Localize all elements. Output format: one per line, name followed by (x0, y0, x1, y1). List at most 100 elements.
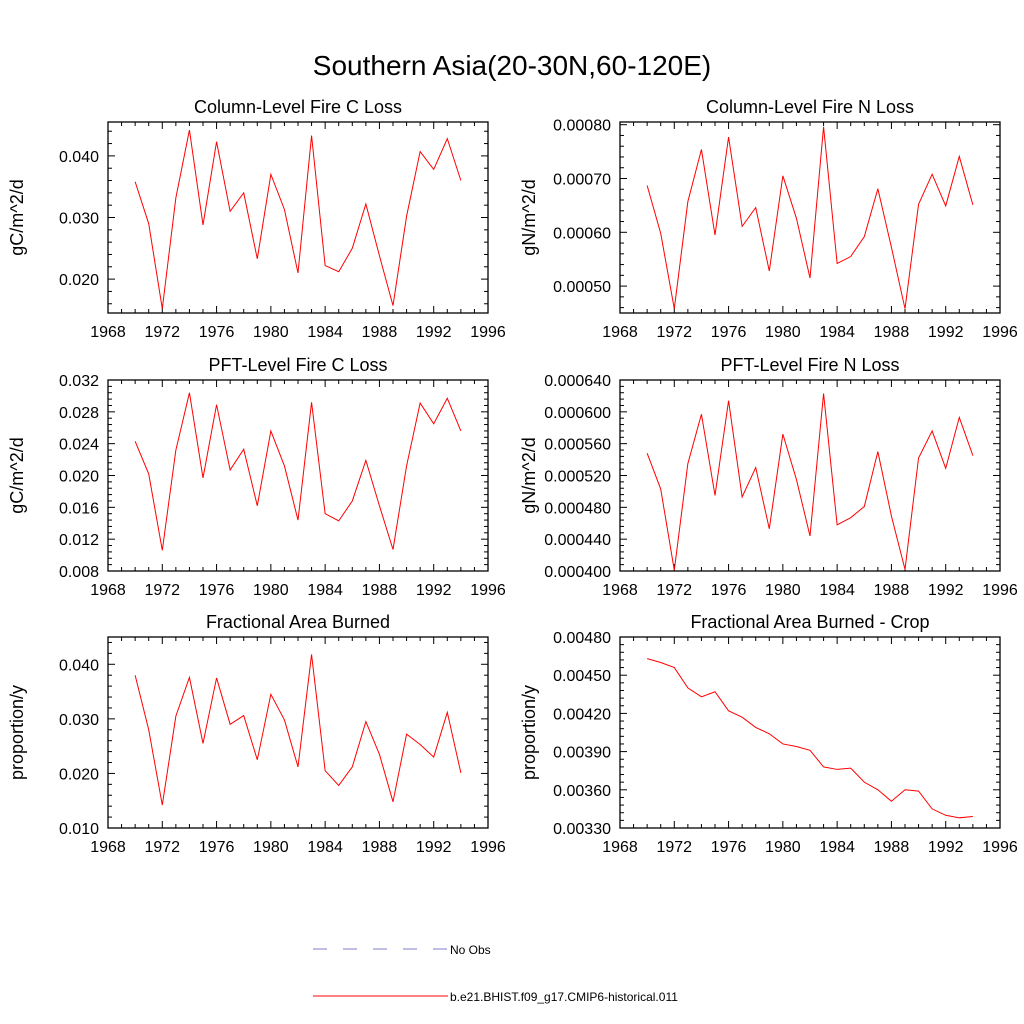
series-line (647, 658, 973, 819)
x-tick-label: 1996 (982, 582, 1018, 599)
y-tick-label: 0.030 (59, 712, 99, 729)
x-tick-label: 1988 (874, 582, 910, 599)
x-tick-label: 1984 (819, 582, 855, 599)
plot-frame (619, 636, 1001, 829)
x-tick-label: 1988 (362, 839, 398, 856)
x-tick-label: 1972 (144, 839, 180, 856)
y-tick-label: 0.00080 (553, 118, 611, 135)
y-tick-label: 0.00360 (553, 783, 611, 800)
y-tick-label: 0.016 (59, 500, 99, 517)
x-tick-label: 1988 (874, 839, 910, 856)
x-tick-label: 1968 (602, 839, 638, 856)
panel-title: Column-Level Fire N Loss (706, 97, 914, 117)
x-tick-label: 1996 (470, 839, 506, 856)
y-axis-label: gC/m^2/d (7, 437, 27, 513)
y-tick-label: 0.00330 (553, 821, 611, 838)
y-tick-label: 0.00450 (553, 668, 611, 685)
y-axis-label: gN/m^2/d (519, 437, 539, 513)
series-line (134, 392, 462, 551)
x-tick-label: 1980 (253, 582, 289, 599)
y-tick-label: 0.000400 (544, 564, 611, 581)
x-tick-label: 1968 (90, 582, 126, 599)
x-tick-label: 1972 (656, 839, 692, 856)
x-tick-label: 1972 (144, 582, 180, 599)
y-tick-label: 0.00050 (553, 279, 611, 296)
panel-title: Fractional Area Burned (206, 612, 390, 632)
x-tick-label: 1980 (253, 839, 289, 856)
x-tick-label: 1972 (656, 324, 692, 341)
x-tick-label: 1972 (656, 582, 692, 599)
x-tick-label: 1992 (416, 582, 452, 599)
x-tick-label: 1980 (253, 324, 289, 341)
y-tick-label: 0.00420 (553, 706, 611, 723)
x-tick-label: 1968 (90, 839, 126, 856)
x-tick-label: 1996 (470, 324, 506, 341)
x-tick-label: 1984 (819, 324, 855, 341)
series-line (646, 393, 974, 571)
x-tick-label: 1984 (819, 839, 855, 856)
series-line (134, 654, 462, 806)
panel-5: Fractional Area Burned proportion/y 1968 19… (7, 612, 506, 856)
series-line (134, 129, 462, 309)
x-tick-label: 1992 (928, 582, 964, 599)
x-tick-label: 1984 (307, 582, 343, 599)
x-tick-label: 1976 (711, 324, 747, 341)
y-axis-label: proportion/y (519, 685, 539, 780)
x-tick-label: 1992 (928, 839, 964, 856)
x-tick-label: 1976 (199, 839, 235, 856)
panel-3: PFT-Level Fire C Loss gC/m^2/d 1968 1972 197… (7, 355, 506, 599)
legend-entry: No Obs (313, 943, 491, 957)
y-tick-label: 0.00060 (553, 225, 611, 242)
x-tick-label: 1996 (470, 582, 506, 599)
plot-frame (107, 636, 489, 829)
legend-entry: b.e21.BHIST.f09_g17.CMIP6-historical.011 (313, 990, 678, 1004)
x-tick-label: 1980 (765, 839, 801, 856)
x-tick-label: 1992 (928, 324, 964, 341)
y-tick-label: 0.000520 (544, 469, 611, 486)
legend-label: No Obs (450, 943, 491, 957)
x-tick-label: 1988 (874, 324, 910, 341)
legend-label: b.e21.BHIST.f09_g17.CMIP6-historical.011 (450, 990, 678, 1004)
x-tick-label: 1980 (765, 324, 801, 341)
y-tick-label: 0.000440 (544, 532, 611, 549)
figure-title: Southern Asia(20-30N,60-120E) (313, 50, 711, 81)
x-tick-label: 1984 (307, 324, 343, 341)
y-tick-label: 0.00070 (553, 171, 611, 188)
plot-frame (619, 379, 1001, 572)
y-tick-label: 0.000640 (544, 373, 611, 390)
y-tick-label: 0.012 (59, 532, 99, 549)
y-tick-label: 0.000480 (544, 500, 611, 517)
x-tick-label: 1988 (362, 324, 398, 341)
y-tick-label: 0.040 (59, 149, 99, 166)
y-tick-label: 0.032 (59, 373, 99, 390)
y-tick-label: 0.000600 (544, 405, 611, 422)
x-tick-label: 1980 (765, 582, 801, 599)
x-tick-label: 1976 (711, 582, 747, 599)
y-axis-label: gC/m^2/d (7, 179, 27, 255)
panel-1: Column-Level Fire C Loss gC/m^2/d 1968 1972… (7, 97, 506, 341)
panel-title: Fractional Area Burned - Crop (690, 612, 929, 632)
y-tick-label: 0.040 (59, 657, 99, 674)
y-tick-label: 0.008 (59, 564, 99, 581)
x-tick-label: 1996 (982, 839, 1018, 856)
y-tick-label: 0.00390 (553, 745, 611, 762)
panel-2: Column-Level Fire N Loss gN/m^2/d 1968 1972… (519, 97, 1018, 341)
x-tick-label: 1976 (711, 839, 747, 856)
legend: No Obs b.e21.BHIST.f09_g17.CMIP6-historic… (313, 943, 678, 1004)
x-tick-label: 1976 (199, 324, 235, 341)
panel-4: PFT-Level Fire N Loss gN/m^2/d 1968 1972 197… (519, 355, 1018, 599)
panel-6: Fractional Area Burned - Crop proportion/… (519, 612, 1018, 856)
y-axis-label: proportion/y (7, 685, 27, 780)
y-tick-label: 0.020 (59, 766, 99, 783)
y-tick-label: 0.028 (59, 405, 99, 422)
y-tick-label: 0.000560 (544, 437, 611, 454)
panel-title: PFT-Level Fire N Loss (720, 355, 899, 375)
series-line (646, 126, 974, 309)
x-tick-label: 1968 (602, 324, 638, 341)
y-tick-label: 0.020 (59, 469, 99, 486)
x-tick-label: 1984 (307, 839, 343, 856)
y-tick-label: 0.024 (59, 437, 99, 454)
panels: Column-Level Fire C Loss gC/m^2/d 1968 1972… (7, 97, 1018, 856)
y-tick-label: 0.00480 (553, 630, 611, 647)
